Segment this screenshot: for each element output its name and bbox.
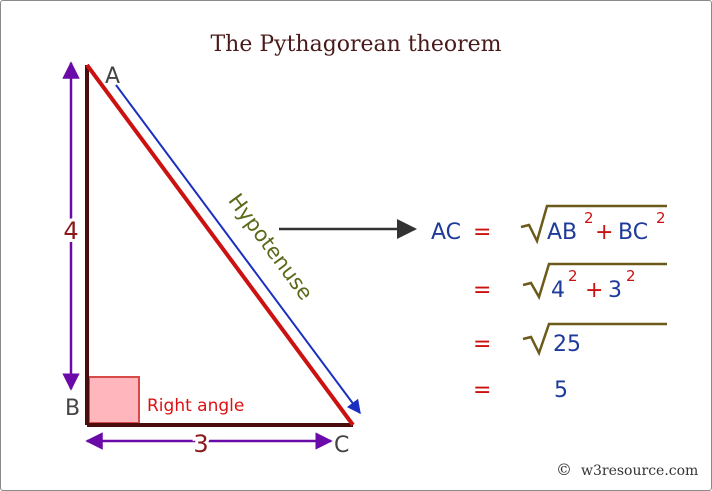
- copyright-icon: ©: [556, 460, 572, 479]
- side-ab-length: 4: [63, 217, 78, 245]
- eq1-plus: +: [595, 220, 613, 245]
- eq2-exp2: 2: [626, 267, 636, 285]
- sqrt-symbol-3: [523, 324, 667, 353]
- vertex-c-label: C: [334, 433, 349, 458]
- eq1-term1: AB: [547, 220, 577, 245]
- equation: AC = AB 2 + BC 2 = 4 2 + 3 2 = 25 = 5: [431, 206, 667, 403]
- equals-sign-2: =: [473, 278, 491, 303]
- hypotenuse-arrow: [116, 85, 360, 413]
- right-angle-label: Right angle: [147, 396, 244, 416]
- footer-site: w3resource.com: [581, 463, 698, 479]
- equals-sign-3: =: [473, 332, 491, 357]
- side-bc-length: 3: [193, 430, 208, 458]
- right-angle-marker: [89, 377, 139, 423]
- eq1-exp2: 2: [656, 209, 666, 227]
- vertex-a-label: A: [105, 64, 120, 89]
- diagram-title: The Pythagorean theorem: [210, 32, 501, 57]
- equals-sign-1: =: [473, 220, 491, 245]
- eq2-plus: +: [585, 278, 603, 303]
- eq2-term1: 4: [551, 278, 565, 303]
- eq2-term2: 3: [608, 278, 622, 303]
- eq4-value: 5: [554, 378, 568, 403]
- eq1-exp1: 2: [584, 209, 594, 227]
- side-ac-hypotenuse: [87, 65, 353, 425]
- eq1-term2: BC: [618, 220, 648, 245]
- equals-sign-4: =: [473, 378, 491, 403]
- eq3-value: 25: [553, 332, 581, 357]
- eq2-exp1: 2: [568, 267, 578, 285]
- equation-lhs: AC: [431, 220, 461, 245]
- vertex-b-label: B: [65, 396, 80, 421]
